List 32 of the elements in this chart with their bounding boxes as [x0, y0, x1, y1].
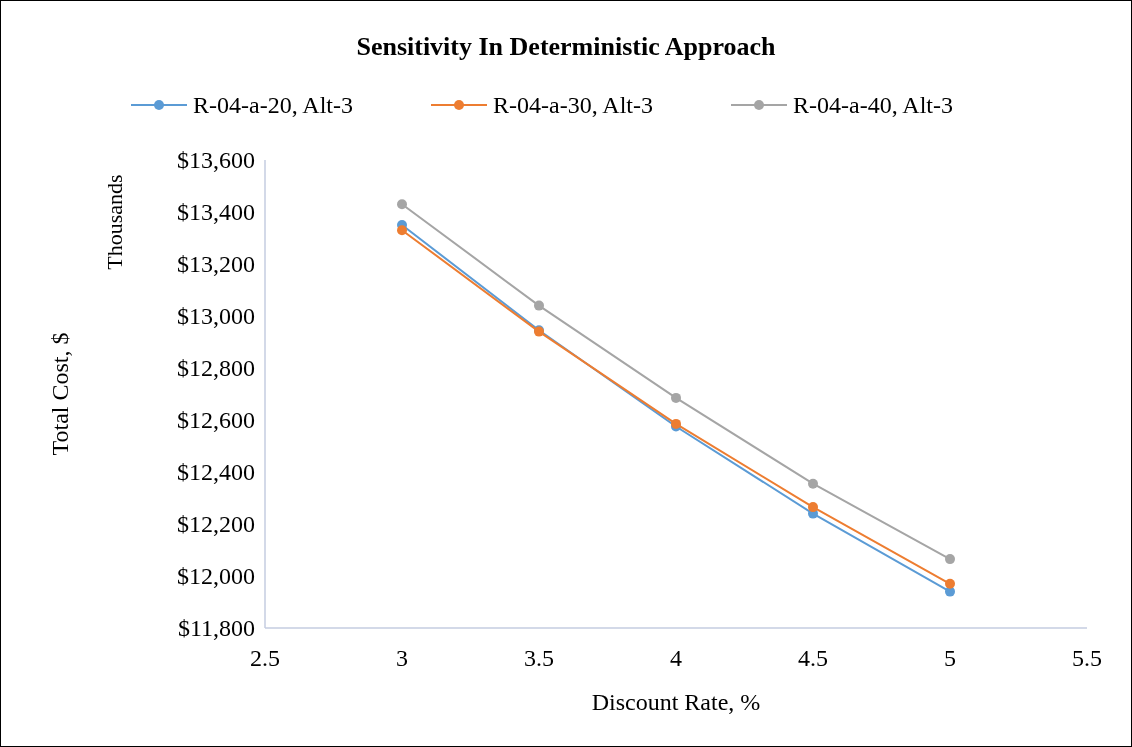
point	[671, 392, 681, 403]
chart-title: Sensitivity In Deterministic Approach	[356, 32, 777, 61]
y-tick-label: $12,000	[177, 563, 255, 590]
legend-label: R-04-a-30, Alt-3	[493, 92, 653, 119]
x-tick-label: 2.5	[250, 645, 280, 671]
y-tick-label: $12,400	[177, 459, 255, 486]
text: Thousands	[102, 174, 127, 270]
x-tick-label: 5	[944, 645, 956, 671]
x-tick-label: 3.5	[524, 645, 554, 671]
y-tick-label: $13,600	[177, 147, 255, 174]
y-tick-label: $12,200	[177, 511, 255, 538]
y-tick-label: $13,200	[177, 251, 255, 278]
point	[808, 478, 818, 489]
legend-label: R-04-a-40, Alt-3	[793, 92, 953, 119]
point	[945, 554, 955, 565]
x-tick-label: 4	[670, 645, 682, 671]
y-tick-label: $13,400	[177, 199, 255, 226]
point	[534, 300, 544, 311]
x-tick-label: 3	[396, 645, 408, 671]
y-tick-label: $12,600	[177, 407, 255, 434]
x-tick-label: 5.5	[1072, 645, 1102, 671]
y-axis-title: Total Cost, $	[47, 332, 73, 456]
point	[397, 225, 407, 236]
y-tick-label: $13,000	[177, 303, 255, 330]
legend-label: R-04-a-20, Alt-3	[193, 92, 353, 119]
y-tick-label: $11,800	[177, 615, 255, 642]
x-axis-title: Discount Rate, %	[591, 689, 761, 715]
point	[808, 502, 818, 513]
y-tick-label: $12,800	[177, 355, 255, 382]
point	[945, 578, 955, 589]
x-tick-label: 4.5	[798, 645, 828, 671]
point	[397, 199, 407, 210]
